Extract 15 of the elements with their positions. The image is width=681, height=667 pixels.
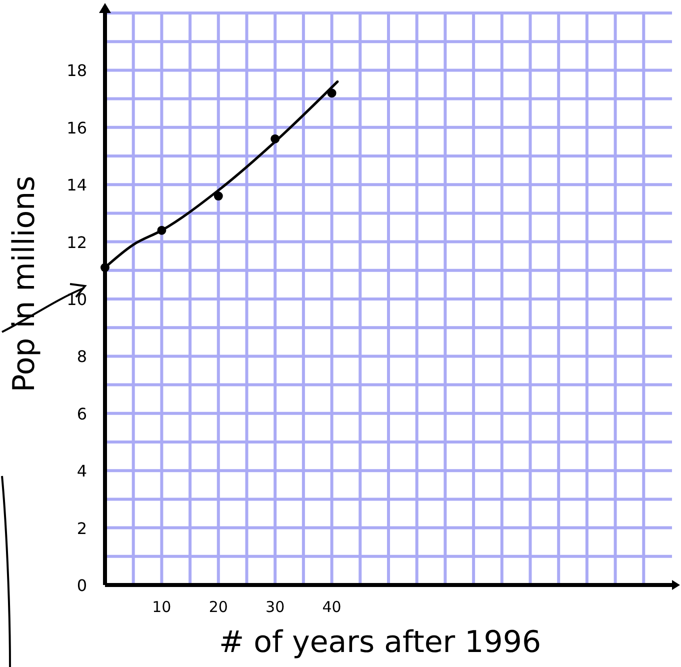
y-tick-label: 2 <box>76 518 87 538</box>
y-tick-label: 6 <box>76 404 87 424</box>
x-tick-label: 40 <box>322 598 342 616</box>
y-tick-label: 12 <box>66 232 87 252</box>
x-tick-label: 10 <box>152 598 172 616</box>
x-axis-title: # of years after 1996 <box>218 625 542 660</box>
y-tick-label: 8 <box>76 347 87 366</box>
y-tick-label: 0 <box>76 576 87 595</box>
y-tick-label: 18 <box>66 61 87 80</box>
y-tick-label: 14 <box>66 176 87 195</box>
y-tick-label: 16 <box>66 118 87 138</box>
x-tick-label: 30 <box>266 598 285 616</box>
point <box>214 192 223 201</box>
y-tick-label: 4 <box>76 462 87 481</box>
x-tick-label: 20 <box>208 598 228 616</box>
